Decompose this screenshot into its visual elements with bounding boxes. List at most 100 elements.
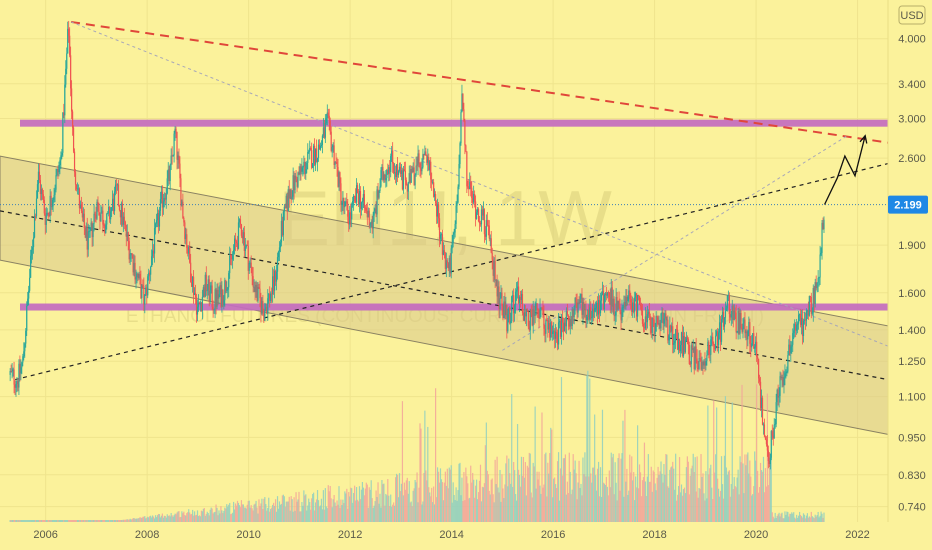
volume-bar xyxy=(535,488,537,522)
candle-body xyxy=(441,234,444,255)
candle-body xyxy=(754,346,756,349)
candle-body xyxy=(143,286,145,305)
volume-bar xyxy=(710,464,712,522)
volume-bar xyxy=(170,513,172,522)
volume-bar xyxy=(639,472,642,522)
volume-bar xyxy=(577,482,579,522)
volume-bar xyxy=(640,496,643,522)
candle-body xyxy=(155,220,158,224)
volume-bar xyxy=(484,445,486,522)
volume-bar xyxy=(105,520,107,522)
volume-bar xyxy=(717,488,720,522)
candle-body xyxy=(788,344,790,356)
candle-body xyxy=(72,127,75,152)
volume-bar xyxy=(757,470,759,522)
candle-body xyxy=(659,323,661,329)
volume-bar xyxy=(791,512,793,522)
volume-bar xyxy=(191,513,193,522)
volume-bar xyxy=(470,465,472,522)
candle-body xyxy=(578,302,580,304)
volume-bar xyxy=(816,515,818,522)
candle-body xyxy=(782,377,784,386)
volume-bar xyxy=(504,484,506,522)
candle-body xyxy=(378,190,380,198)
candle-body xyxy=(402,169,405,190)
y-tick-label: 0.740 xyxy=(898,502,926,514)
volume-bar xyxy=(219,513,221,522)
currency-badge[interactable]: USD xyxy=(898,5,926,25)
candle-body xyxy=(529,309,531,331)
candle-body xyxy=(200,302,203,311)
candle-body xyxy=(687,339,689,345)
volume-bar xyxy=(354,500,357,522)
volume-bar xyxy=(255,500,257,522)
volume-bar xyxy=(497,487,499,522)
volume-bar xyxy=(741,384,743,522)
candle-body xyxy=(268,293,270,299)
volume-bar xyxy=(81,520,83,522)
volume-bar xyxy=(811,516,813,522)
candle-body xyxy=(823,219,825,230)
volume-bar xyxy=(153,518,156,522)
candle-body xyxy=(77,188,80,190)
volume-bar xyxy=(181,511,183,522)
candle-body xyxy=(219,285,221,295)
volume-bar xyxy=(431,487,433,522)
candle-body xyxy=(92,223,94,238)
volume-bar xyxy=(214,511,216,522)
volume-bar xyxy=(31,520,33,522)
candle-body xyxy=(283,206,285,212)
volume-bar xyxy=(95,520,97,522)
candle-body xyxy=(450,248,452,274)
candle-body xyxy=(271,293,273,295)
candle-body xyxy=(380,170,382,187)
time-axis: 2006 2008 2010 2012 2014 2016 2018 2020 2022 xyxy=(33,529,869,541)
volume-bar xyxy=(340,499,342,522)
volume-bar xyxy=(471,482,473,522)
candle-body xyxy=(801,317,804,337)
volume-bar xyxy=(394,505,396,522)
candle-body xyxy=(137,273,139,278)
candle-body xyxy=(193,276,195,295)
volume-bar xyxy=(314,510,316,522)
candle-body xyxy=(459,143,461,165)
candle-body xyxy=(758,358,760,379)
candle-body xyxy=(391,150,393,157)
candle-body xyxy=(477,209,480,222)
candle-body xyxy=(317,144,320,158)
candle-body xyxy=(453,232,455,235)
candle-body xyxy=(813,287,815,304)
projection-arrowhead xyxy=(859,134,868,144)
volume-bar xyxy=(106,520,108,522)
candle-body xyxy=(394,172,397,178)
candle-body xyxy=(556,333,559,345)
candle-body xyxy=(516,286,519,290)
volume-bar xyxy=(339,507,341,522)
candle-body xyxy=(745,331,747,334)
candle-body xyxy=(62,112,64,153)
candle-body xyxy=(314,145,316,165)
volume-bar xyxy=(446,468,448,522)
candle-body xyxy=(39,180,41,195)
y-tick-label: 1.250 xyxy=(898,356,926,368)
candle-body xyxy=(421,167,423,172)
candle-body xyxy=(808,295,810,316)
volume-bar xyxy=(622,420,624,522)
candle-body xyxy=(101,210,103,214)
volume-bar xyxy=(30,520,32,522)
candle-body xyxy=(573,306,575,318)
volume-bar xyxy=(271,507,273,522)
volume-bar xyxy=(111,520,113,522)
candle-body xyxy=(794,323,796,331)
volume-bar xyxy=(240,500,243,522)
volume-bar xyxy=(79,520,82,522)
volume-bar xyxy=(342,499,344,522)
volume-bar xyxy=(658,474,660,522)
candle-body xyxy=(126,232,128,237)
volume-bar xyxy=(351,488,353,522)
volume-bar xyxy=(392,504,394,522)
candle-body xyxy=(333,145,335,165)
volume-bar xyxy=(272,504,274,522)
candle-body xyxy=(764,436,767,440)
